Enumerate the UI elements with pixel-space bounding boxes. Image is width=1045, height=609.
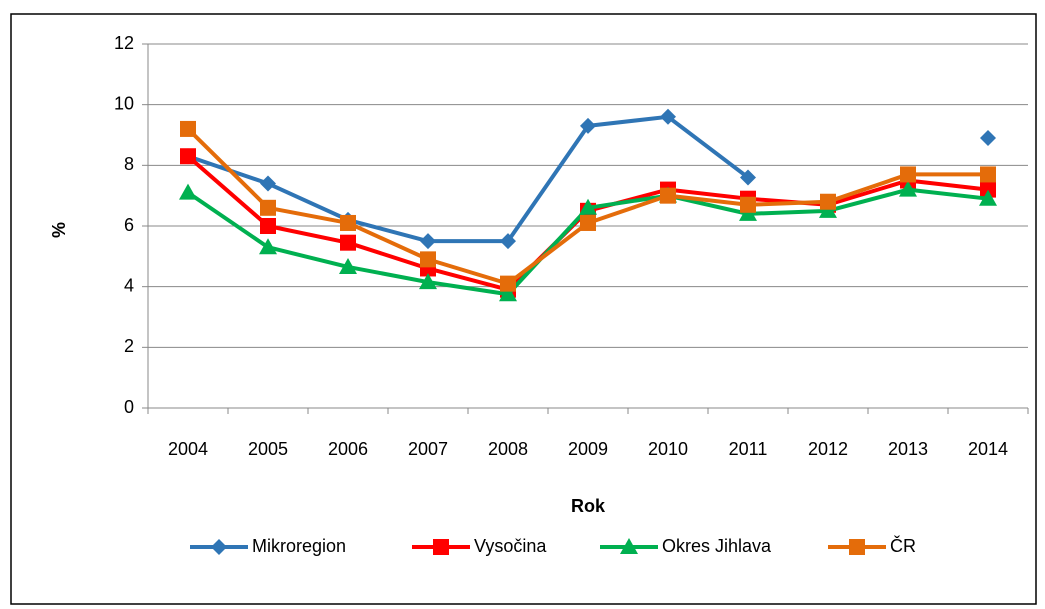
data-point	[260, 199, 276, 216]
x-tick-label: 2008	[488, 439, 528, 459]
data-point	[820, 193, 836, 210]
y-tick-label: 2	[124, 336, 134, 356]
x-tick-label: 2012	[808, 439, 848, 459]
data-point	[179, 183, 197, 200]
data-point	[980, 166, 996, 183]
data-point	[899, 180, 917, 197]
data-point	[420, 251, 436, 268]
data-point	[180, 120, 196, 137]
x-tick-label: 2013	[888, 439, 928, 459]
data-point	[740, 169, 756, 186]
chart-frame	[10, 13, 1037, 605]
data-point	[900, 166, 916, 183]
data-point	[979, 189, 997, 206]
legend-marker	[620, 538, 638, 554]
data-point	[420, 233, 436, 250]
data-point	[740, 196, 756, 213]
legend-marker	[433, 539, 449, 555]
data-point	[580, 117, 596, 134]
data-point	[980, 130, 996, 147]
x-axis-label: Rok	[571, 496, 606, 516]
data-point	[339, 257, 357, 274]
data-point	[980, 181, 996, 198]
y-tick-label: 12	[114, 33, 134, 53]
data-point	[259, 238, 277, 255]
data-point	[260, 218, 276, 234]
x-tick-label: 2005	[248, 439, 288, 459]
data-point	[660, 187, 676, 204]
data-point	[819, 201, 837, 218]
legend-marker	[849, 539, 865, 555]
y-tick-label: 6	[124, 215, 134, 235]
data-point	[660, 108, 676, 125]
legend-marker	[211, 539, 227, 555]
legend-label: Mikroregion	[252, 536, 346, 556]
legend-label: Vysočina	[474, 536, 547, 556]
data-point	[419, 273, 437, 290]
x-tick-label: 2004	[168, 439, 208, 459]
data-point	[739, 204, 757, 221]
x-tick-label: 2010	[648, 439, 688, 459]
legend-label: ČR	[890, 535, 916, 556]
data-point	[340, 214, 356, 231]
y-tick-label: 10	[114, 93, 134, 113]
y-axis-label: %	[49, 222, 69, 238]
y-tick-label: 8	[124, 154, 134, 174]
x-tick-label: 2014	[968, 439, 1008, 459]
legend-label: Okres Jihlava	[662, 536, 772, 556]
data-point	[580, 214, 596, 231]
data-point	[500, 233, 516, 250]
data-point	[340, 234, 356, 251]
y-tick-label: 0	[124, 397, 134, 417]
data-point	[499, 285, 517, 302]
x-tick-label: 2006	[328, 439, 368, 459]
data-point	[180, 148, 196, 165]
x-tick-label: 2011	[729, 439, 768, 459]
data-point	[260, 175, 276, 192]
data-point	[500, 275, 516, 292]
y-tick-label: 4	[124, 275, 134, 295]
x-tick-label: 2007	[408, 439, 448, 459]
x-tick-label: 2009	[568, 439, 608, 459]
data-point	[579, 198, 597, 215]
